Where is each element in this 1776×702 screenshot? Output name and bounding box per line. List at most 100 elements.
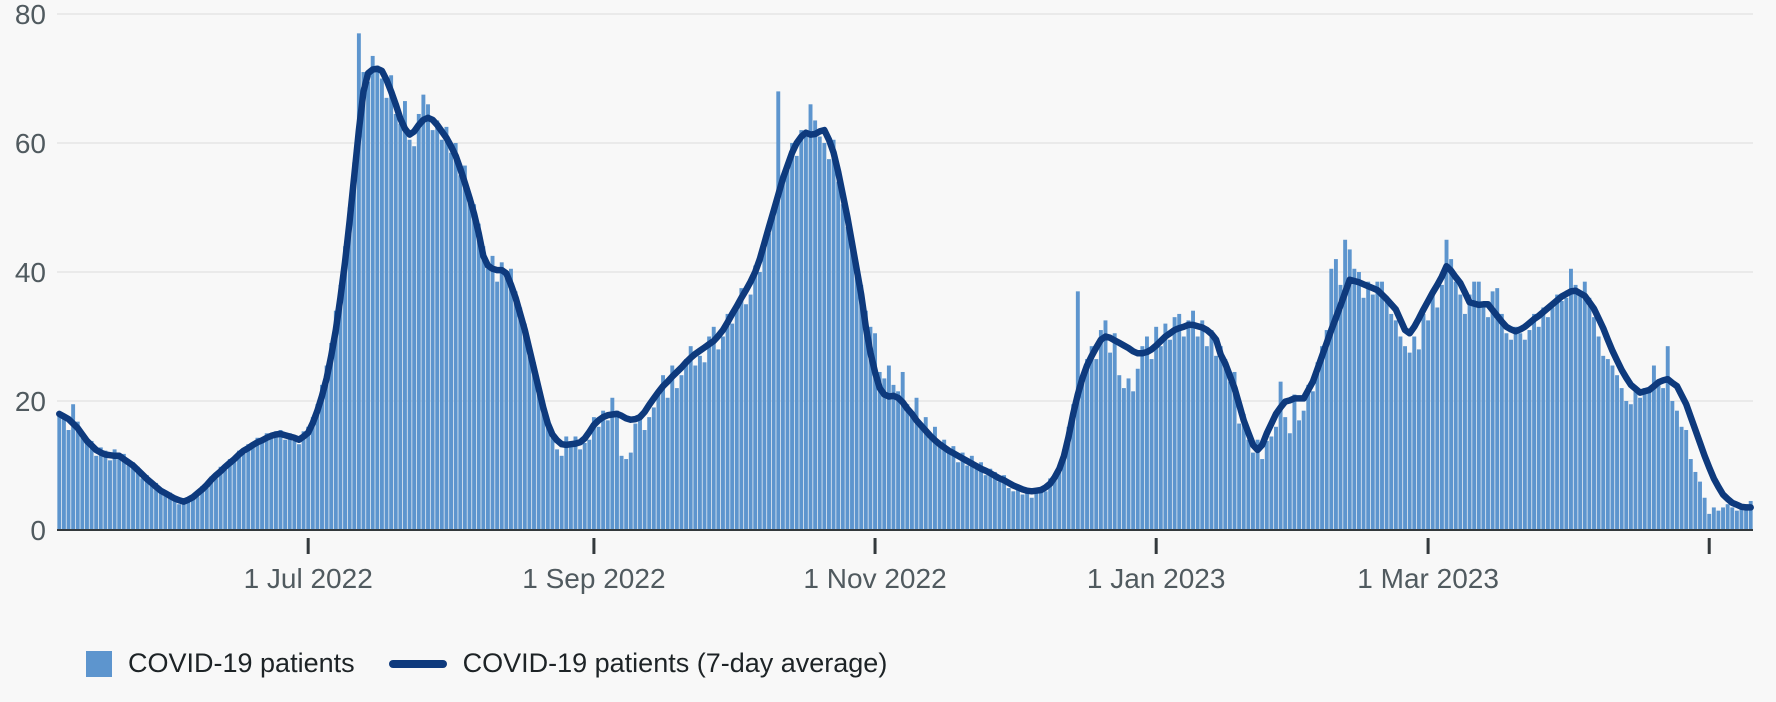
daily-bar[interactable] xyxy=(1158,346,1163,530)
daily-bar[interactable] xyxy=(80,434,85,530)
daily-bar[interactable] xyxy=(1154,326,1159,530)
daily-bar[interactable] xyxy=(979,462,983,530)
daily-bar[interactable] xyxy=(140,478,145,530)
daily-bar[interactable] xyxy=(61,417,66,531)
daily-bar[interactable] xyxy=(1587,297,1592,530)
daily-bar[interactable] xyxy=(430,130,435,530)
daily-bar[interactable] xyxy=(1426,320,1431,531)
legend-item-patients-average[interactable]: COVID-19 patients (7-day average) xyxy=(388,648,887,679)
daily-bar[interactable] xyxy=(1522,339,1527,530)
daily-bar[interactable] xyxy=(1527,330,1532,530)
daily-bar[interactable] xyxy=(1168,339,1172,530)
daily-bar[interactable] xyxy=(393,113,398,530)
daily-bar[interactable] xyxy=(1200,320,1205,531)
daily-bar[interactable] xyxy=(237,450,241,530)
daily-bar[interactable] xyxy=(909,413,914,530)
daily-bar[interactable] xyxy=(1545,317,1550,530)
daily-bar[interactable] xyxy=(1513,326,1518,530)
daily-bar[interactable] xyxy=(449,152,453,530)
daily-bar[interactable] xyxy=(1361,297,1366,530)
daily-bar[interactable] xyxy=(771,210,776,530)
daily-bar[interactable] xyxy=(1310,391,1315,530)
daily-bar[interactable] xyxy=(1181,336,1186,531)
daily-bar[interactable] xyxy=(204,488,209,530)
daily-bar[interactable] xyxy=(1338,284,1343,530)
daily-bar[interactable] xyxy=(1596,336,1601,531)
daily-bar[interactable] xyxy=(352,162,357,530)
daily-bar[interactable] xyxy=(218,466,223,530)
daily-bar[interactable] xyxy=(1080,381,1085,530)
daily-bar[interactable] xyxy=(933,426,937,530)
daily-bar[interactable] xyxy=(744,304,748,530)
daily-bar[interactable] xyxy=(767,233,771,531)
daily-bar[interactable] xyxy=(232,462,237,530)
daily-bar[interactable] xyxy=(1366,281,1371,530)
daily-bar[interactable] xyxy=(956,462,960,530)
daily-bar[interactable] xyxy=(661,375,665,530)
daily-bar[interactable] xyxy=(384,97,389,530)
daily-bar[interactable] xyxy=(75,421,80,530)
daily-bar[interactable] xyxy=(951,446,956,530)
daily-bar[interactable] xyxy=(1439,284,1444,530)
daily-bar[interactable] xyxy=(1177,313,1182,530)
daily-bar[interactable] xyxy=(785,165,790,530)
daily-bar[interactable] xyxy=(154,482,159,530)
daily-bar[interactable] xyxy=(1541,307,1546,530)
daily-bar[interactable] xyxy=(1048,478,1053,530)
daily-bar[interactable] xyxy=(246,444,251,530)
daily-bar[interactable] xyxy=(389,75,394,531)
daily-bar[interactable] xyxy=(310,417,315,531)
daily-bar[interactable] xyxy=(1227,381,1232,530)
daily-bar[interactable] xyxy=(684,359,689,530)
daily-bar[interactable] xyxy=(135,466,140,530)
daily-bar[interactable] xyxy=(85,442,89,530)
daily-bar[interactable] xyxy=(1015,484,1020,530)
daily-bar[interactable] xyxy=(596,426,601,530)
daily-bar[interactable] xyxy=(670,365,675,530)
daily-bar[interactable] xyxy=(1707,513,1712,531)
daily-bar[interactable] xyxy=(1384,301,1389,530)
daily-bar[interactable] xyxy=(817,136,822,531)
daily-bar[interactable] xyxy=(1011,491,1016,530)
daily-bar[interactable] xyxy=(1467,294,1472,530)
daily-bar[interactable] xyxy=(1002,475,1007,530)
daily-bar[interactable] xyxy=(361,72,366,531)
daily-bar[interactable] xyxy=(739,288,744,531)
daily-bar[interactable] xyxy=(1241,413,1246,530)
daily-bar[interactable] xyxy=(167,492,172,530)
daily-bar[interactable] xyxy=(1504,333,1509,530)
daily-bar[interactable] xyxy=(1642,388,1647,530)
daily-bar[interactable] xyxy=(476,223,481,531)
daily-bar[interactable] xyxy=(370,55,375,531)
daily-bar[interactable] xyxy=(536,384,541,531)
daily-bar[interactable] xyxy=(1573,284,1578,530)
daily-bar[interactable] xyxy=(794,155,799,530)
daily-bar[interactable] xyxy=(721,336,725,531)
daily-bar[interactable] xyxy=(269,437,274,530)
daily-bar[interactable] xyxy=(919,423,924,530)
daily-bar[interactable] xyxy=(343,246,347,530)
daily-bar[interactable] xyxy=(1126,378,1131,530)
daily-bar[interactable] xyxy=(651,407,656,530)
daily-bar[interactable] xyxy=(1269,436,1274,530)
daily-bar[interactable] xyxy=(1121,388,1126,530)
daily-bar[interactable] xyxy=(324,365,329,530)
daily-bar[interactable] xyxy=(702,362,707,530)
daily-bar[interactable] xyxy=(1329,268,1334,530)
daily-bar[interactable] xyxy=(1398,336,1403,531)
daily-bar[interactable] xyxy=(822,143,827,530)
daily-bar[interactable] xyxy=(366,81,371,530)
daily-bar[interactable] xyxy=(1255,439,1260,530)
daily-bar[interactable] xyxy=(1094,359,1099,530)
daily-bar[interactable] xyxy=(532,362,536,530)
chart-svg[interactable]: 0 20 40 60 80 1 Jul 2022 1 Sep 2022 1 Nov 2022 1… xyxy=(0,0,1776,620)
daily-bar[interactable] xyxy=(624,459,629,530)
daily-bar[interactable] xyxy=(647,417,652,531)
daily-bar[interactable] xyxy=(1324,330,1329,530)
daily-bar[interactable] xyxy=(1624,401,1629,530)
daily-bar[interactable] xyxy=(1721,507,1725,530)
daily-bar[interactable] xyxy=(1619,388,1624,530)
daily-bar[interactable] xyxy=(748,294,753,530)
daily-bar[interactable] xyxy=(1499,313,1504,530)
daily-bar[interactable] xyxy=(1748,500,1753,530)
